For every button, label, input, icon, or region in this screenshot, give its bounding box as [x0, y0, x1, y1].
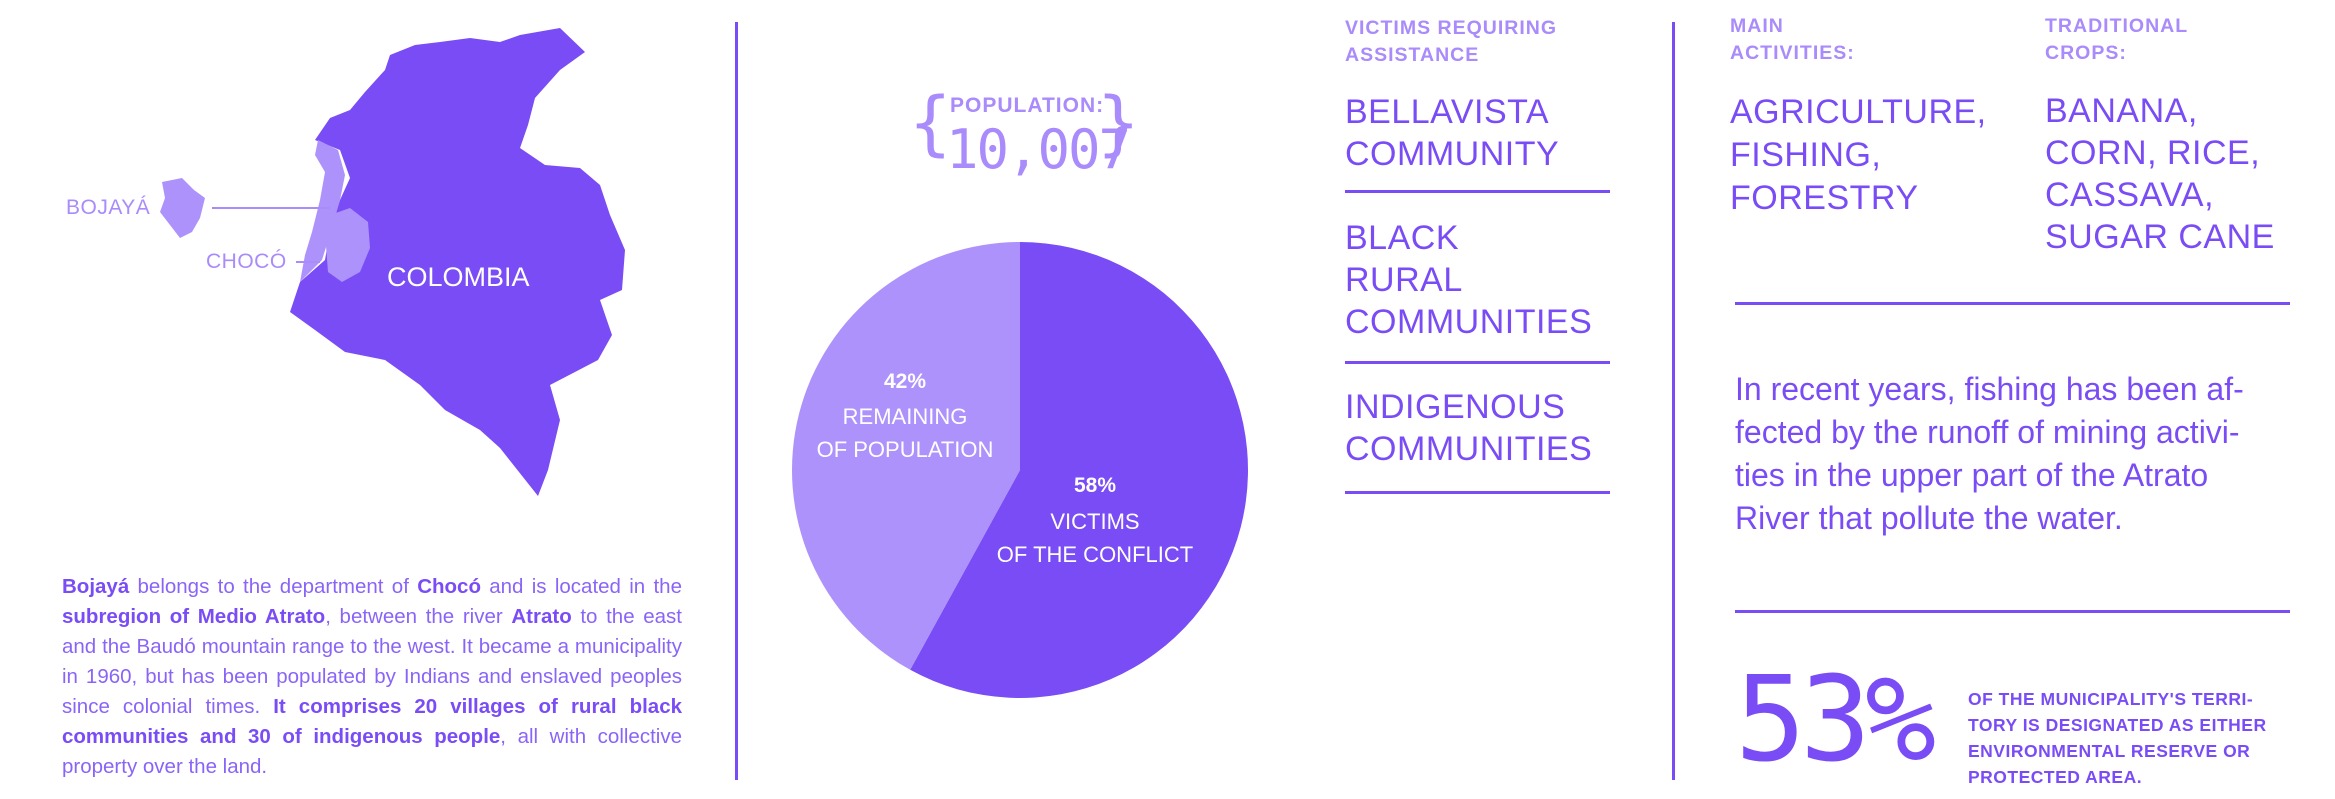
colombia-shape — [290, 28, 625, 496]
pie-label-victims-pct: 58% — [1073, 474, 1117, 497]
pie-label-victims-line2: OF THE CONFLICT — [996, 542, 1194, 567]
stat-line-2: TORY IS DESIGNATED AS EITHER — [1968, 715, 2267, 735]
divider-right — [1672, 22, 1675, 780]
paragraph-line-3: ties in the upper part of the Atrato — [1735, 457, 2209, 493]
desc-bojaya: Bojayá — [62, 575, 130, 598]
crops-item-1: BANANA, — [2045, 92, 2198, 130]
desc-text-1: belongs to the department of — [129, 575, 418, 598]
right-divider-2 — [1735, 610, 2290, 613]
victims-item-black-line2: RURAL — [1345, 261, 1463, 299]
bojaya-label: BOJAYÁ — [66, 196, 151, 219]
paragraph-line-4: River that pollute the water. — [1735, 500, 2123, 536]
crops-heading-line1: TRADITIONAL — [2045, 15, 2189, 37]
crops-heading-line2: CROPS: — [2045, 42, 2127, 64]
victims-divider-2 — [1345, 361, 1610, 364]
desc-text-2: and is located in the — [480, 575, 682, 598]
brace-right: } — [1096, 82, 1141, 164]
pie-label-victims-line1: VICTIMS — [1050, 509, 1140, 534]
desc-atrato: Atrato — [511, 605, 572, 628]
desc-choco: Chocó — [417, 575, 481, 598]
victims-item-indigenous-line1: INDIGENOUS — [1345, 388, 1566, 426]
stat-line-1: OF THE MUNICIPALITY'S TERRI- — [1968, 689, 2254, 709]
desc-text-3: , between the river — [325, 605, 512, 628]
crops-item-2: CORN, RICE, — [2045, 134, 2261, 172]
victims-item-black-line3: COMMUNITIES — [1345, 303, 1593, 341]
activities-item-2: FISHING, — [1730, 136, 1882, 174]
desc-text-5: , all with collective property over the … — [62, 725, 682, 778]
population-value: 10,007 — [946, 118, 1131, 181]
desc-text-4: to the east and the Baudó mountain range… — [62, 605, 683, 718]
choco-label: CHOCÓ — [206, 250, 287, 273]
territory-stat-description: OF THE MUNICIPALITY'S TERRI- TORY IS DES… — [1968, 686, 2298, 790]
victims-item-black-line1: BLACK — [1345, 219, 1459, 257]
pie-label-remaining-line2: OF POPULATION — [816, 437, 994, 462]
desc-villages: It comprises 20 villages of rural black … — [62, 695, 682, 748]
victims-divider-3 — [1345, 491, 1610, 494]
victims-heading-line1: VICTIMS REQUIRING — [1345, 17, 1558, 39]
paragraph-line-2: fected by the runoff of mining activi- — [1735, 414, 2240, 450]
activities-item-1: AGRICULTURE, — [1730, 93, 1987, 131]
population-pie-chart — [792, 242, 1248, 698]
desc-subregion: subregion of Medio Atrato — [62, 605, 326, 628]
divider-left — [735, 22, 738, 780]
activities-heading-line2: ACTIVITIES: — [1730, 42, 1855, 64]
pie-slice-remaining — [792, 242, 1020, 670]
brace-left: { — [908, 82, 953, 164]
pie-slice-victims — [910, 242, 1248, 698]
paragraph-line-1: In recent years, fishing has been af- — [1735, 371, 2244, 407]
right-divider-1 — [1735, 302, 2290, 305]
activities-item-3: FORESTRY — [1730, 179, 1919, 217]
population-label: POPULATION: — [950, 94, 1105, 117]
colombia-map — [160, 28, 625, 496]
municipality-description: Bojayá belongs to the department of Choc… — [62, 572, 682, 782]
victims-item-bellavista-line2: COMMUNITY — [1345, 135, 1560, 173]
victims-heading-line2: ASSISTANCE — [1345, 44, 1480, 66]
victims-item-bellavista-line1: BELLAVISTA — [1345, 93, 1550, 131]
crops-item-4: SUGAR CANE — [2045, 218, 2275, 256]
victims-item-indigenous-line2: COMMUNITIES — [1345, 430, 1593, 468]
fishing-paragraph: In recent years, fishing has been af- fe… — [1735, 368, 2305, 540]
territory-stat-value: 53% — [1735, 650, 1936, 788]
choco-detail — [326, 208, 370, 282]
crops-item-3: CASSAVA, — [2045, 176, 2215, 214]
bojaya-region — [160, 178, 205, 238]
stat-line-3: ENVIRONMENTAL RESERVE OR — [1968, 741, 2251, 761]
pie-label-remaining-line1: REMAINING — [842, 404, 968, 429]
choco-region — [300, 140, 345, 282]
victims-divider-1 — [1345, 190, 1610, 193]
activities-heading-line1: MAIN — [1730, 15, 1784, 37]
colombia-label: COLOMBIA — [387, 262, 530, 292]
stat-line-4: PROTECTED AREA. — [1968, 767, 2143, 787]
pie-label-remaining-pct: 42% — [883, 370, 927, 393]
